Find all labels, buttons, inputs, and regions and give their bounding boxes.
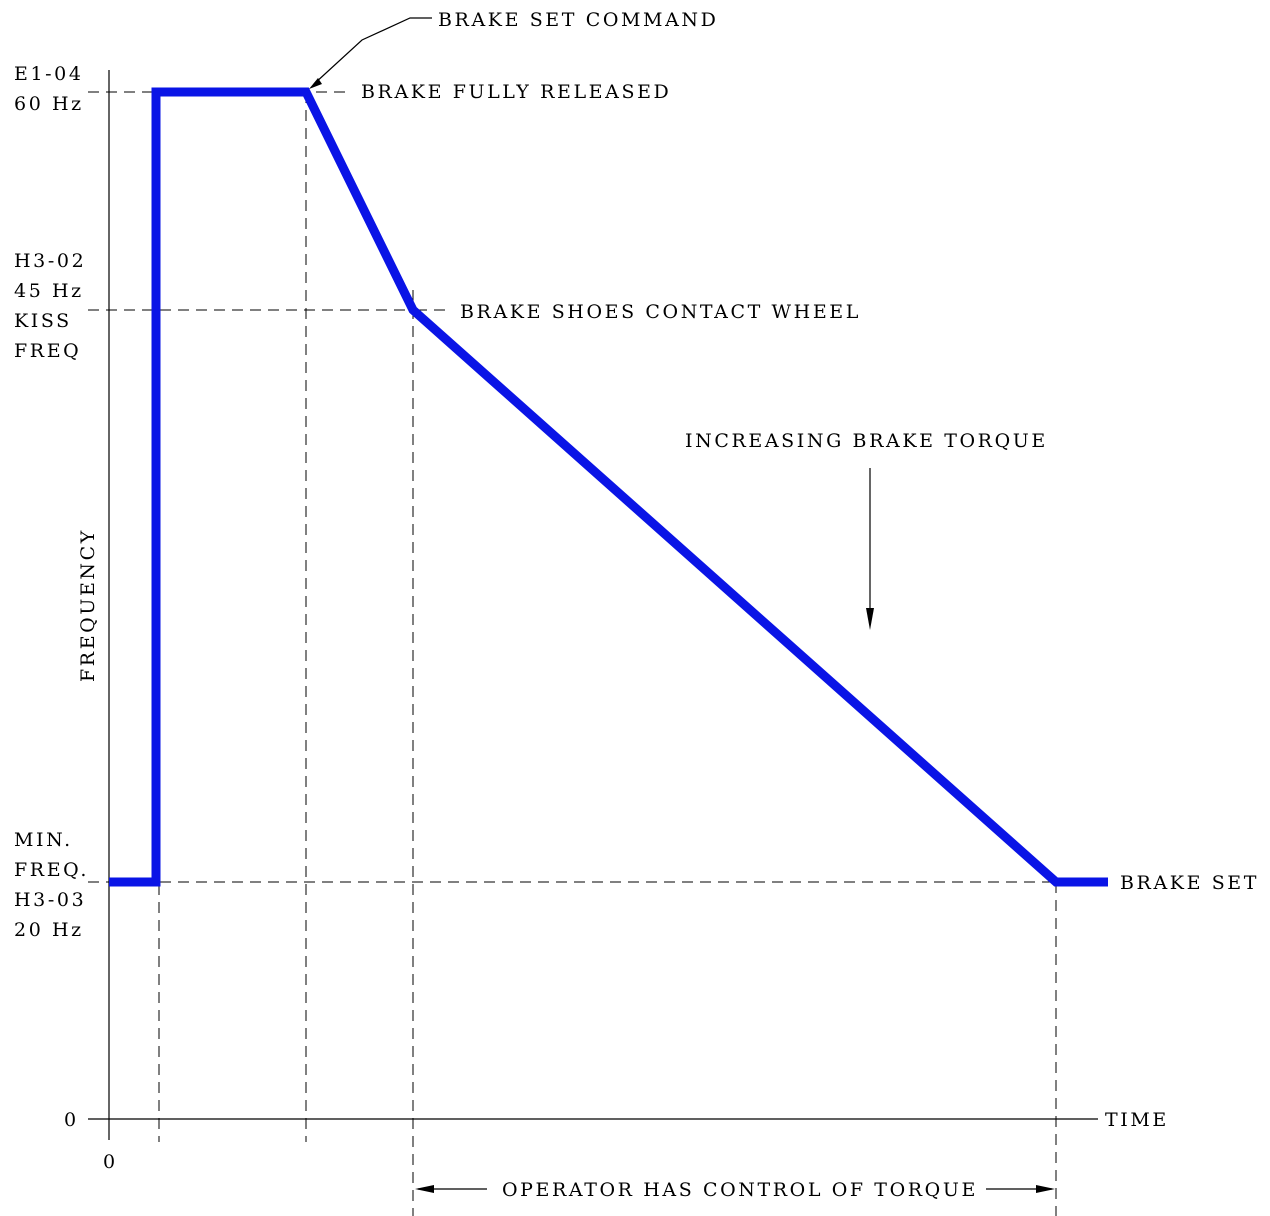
y-label-min-freq: FREQ.: [14, 859, 89, 881]
operator-arrowhead-right: [1036, 1185, 1055, 1193]
annotation-brake-shoes-contact: BRAKE SHOES CONTACT WHEEL: [460, 301, 861, 323]
x-axis-label: TIME: [1105, 1109, 1169, 1131]
y-label-h3-02: H3-02: [14, 250, 86, 272]
frequency-curve: [109, 87, 1108, 887]
y-label-h3-03: H3-03: [14, 889, 86, 911]
y-axis-label: FREQUENCY: [77, 528, 99, 682]
annotation-increasing-torque: INCREASING BRAKE TORQUE: [685, 430, 1048, 452]
y-label-freq: FREQ: [14, 340, 81, 362]
y-label-60hz: 60 Hz: [14, 93, 84, 115]
brake-set-command-leader: [313, 17, 432, 85]
brake-set-command-arrowhead: [309, 78, 322, 89]
annotation-brake-set-command: BRAKE SET COMMAND: [438, 9, 719, 31]
y-origin-label: 0: [64, 1109, 79, 1131]
annotation-brake-fully-released: BRAKE FULLY RELEASED: [361, 81, 671, 103]
y-label-45hz: 45 Hz: [14, 280, 84, 302]
x-origin-label: 0: [103, 1151, 118, 1173]
annotation-brake-set: BRAKE SET: [1120, 872, 1259, 894]
y-label-min: MIN.: [14, 829, 73, 851]
operator-arrowhead-left: [415, 1185, 434, 1193]
annotation-operator-control: OPERATOR HAS CONTROL OF TORQUE: [502, 1179, 978, 1201]
y-label-kiss: KISS: [14, 310, 72, 332]
y-label-e1-04: E1-04: [14, 63, 84, 85]
torque-arrowhead: [866, 608, 874, 630]
y-label-20hz: 20 Hz: [14, 919, 84, 941]
